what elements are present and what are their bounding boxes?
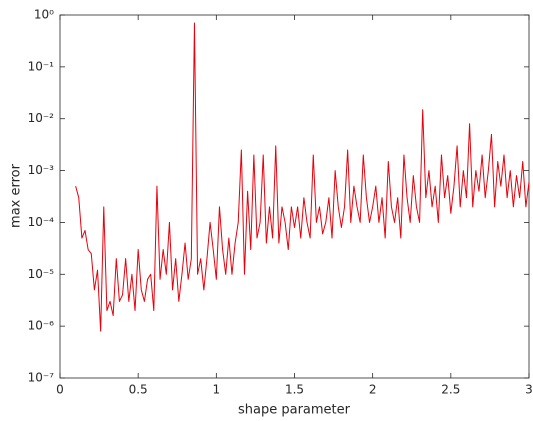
- x-tick-label: 0: [56, 383, 64, 397]
- x-tick-label: 2: [369, 383, 377, 397]
- y-tick-label: 10⁻³: [28, 163, 55, 177]
- x-tick-label: 1: [213, 383, 221, 397]
- x-tick-label: 2.5: [441, 383, 460, 397]
- x-tick-label: 1.5: [285, 383, 304, 397]
- y-tick-label: 10⁻⁴: [28, 215, 55, 229]
- data-line: [75, 22, 530, 332]
- y-axis-label: max error: [9, 163, 24, 228]
- x-tick-label: 3: [525, 383, 533, 397]
- y-tick-label: 10⁻²: [28, 111, 55, 125]
- plot-area: [59, 14, 530, 379]
- y-tick-label: 10⁰: [34, 8, 54, 22]
- x-tick-label: 0.5: [129, 383, 148, 397]
- y-tick-label: 10⁻⁷: [28, 371, 55, 385]
- x-axis-label: shape parameter: [238, 403, 351, 418]
- y-tick-label: 10⁻⁶: [28, 319, 55, 333]
- y-tick-label: 10⁻⁵: [28, 267, 55, 281]
- y-tick-label: 10⁻¹: [28, 59, 55, 73]
